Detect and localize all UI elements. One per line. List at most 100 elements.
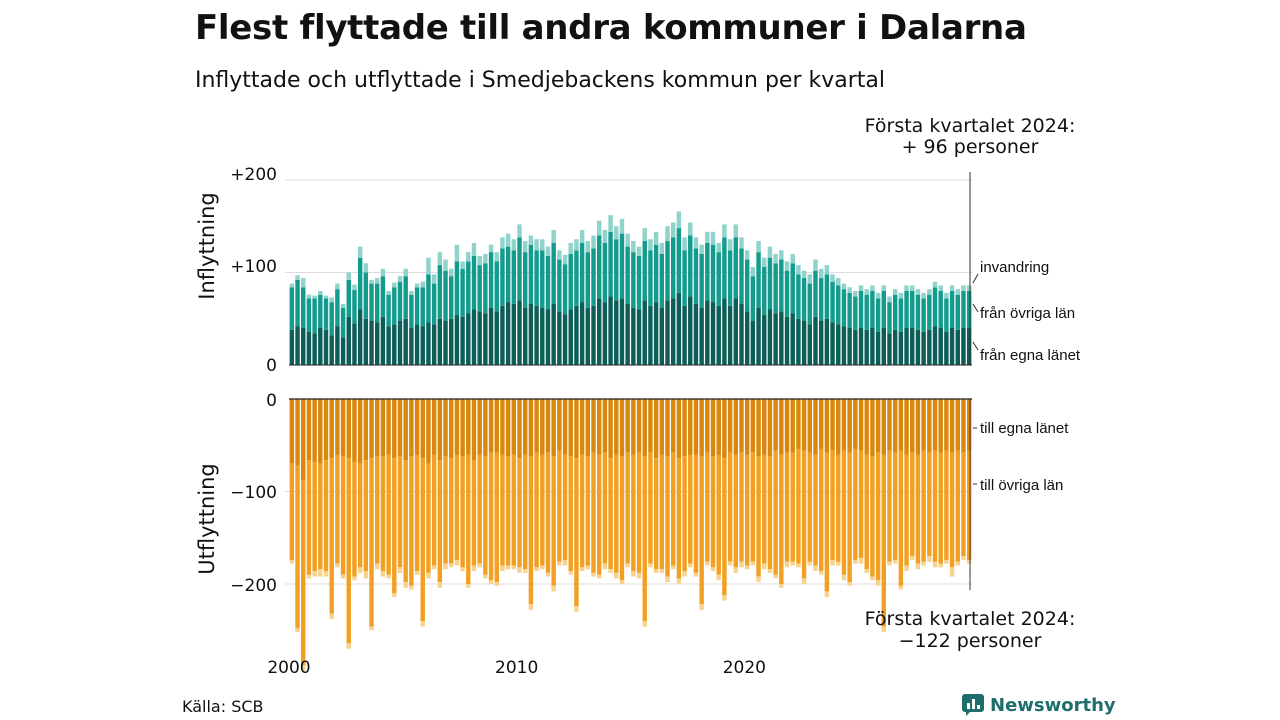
bar-out-emigration <box>847 582 852 586</box>
bar-out-own-county <box>739 399 744 453</box>
bar-in-other-counties <box>631 252 636 308</box>
bar-out-emigration <box>522 569 528 573</box>
bar-out-emigration <box>949 567 955 577</box>
bar-out-emigration <box>631 571 636 577</box>
bar-in-own-county <box>323 329 329 365</box>
bar-out-own-county <box>448 399 454 459</box>
source-note: Källa: SCB <box>182 697 264 716</box>
bar-in-own-county <box>841 326 847 365</box>
bar-out-other-counties <box>380 456 386 572</box>
bar-out-own-county <box>409 399 414 457</box>
bar-out-emigration <box>665 576 670 583</box>
bar-in-other-counties <box>904 291 909 328</box>
bar-in-own-county <box>431 324 437 365</box>
bar-in-own-county <box>779 311 784 365</box>
bar-out-other-counties <box>562 454 568 560</box>
bar-in-own-county <box>670 298 676 365</box>
bar-in-own-county <box>836 324 841 365</box>
bar-in-immigration <box>801 270 807 279</box>
bar-in-other-counties <box>494 261 499 312</box>
bar-out-other-counties <box>346 458 351 644</box>
bar-in-own-county <box>921 331 926 365</box>
y-tick-label-top: 0 <box>266 356 277 376</box>
bar-out-emigration <box>301 665 306 671</box>
bar-out-own-county <box>710 399 716 457</box>
bar-in-immigration <box>301 278 306 288</box>
bar-in-other-counties <box>301 287 306 328</box>
x-tick-label: 2000 <box>267 658 310 678</box>
bar-out-other-counties <box>807 452 813 562</box>
bar-in-immigration <box>540 239 545 251</box>
bar-out-emigration <box>528 604 534 610</box>
y-axis-title-top: Inflyttning <box>195 192 219 299</box>
bar-out-own-county <box>887 399 892 451</box>
bar-in-other-counties <box>511 250 517 304</box>
bar-out-own-county <box>494 399 499 453</box>
bar-in-own-county <box>966 328 972 365</box>
bar-in-own-county <box>739 303 744 365</box>
bar-out-other-counties <box>312 461 317 572</box>
bar-in-other-counties <box>568 254 573 310</box>
bar-out-emigration <box>756 576 761 583</box>
bar-in-immigration <box>318 291 323 295</box>
bar-out-own-county <box>801 399 807 451</box>
bar-in-other-counties <box>699 254 704 308</box>
bar-in-immigration <box>676 211 682 229</box>
bar-in-immigration <box>773 254 778 264</box>
bar-in-other-counties <box>858 291 864 328</box>
bar-out-own-county <box>727 399 733 453</box>
bar-out-emigration <box>619 580 625 584</box>
bar-in-own-county <box>949 328 955 365</box>
bar-out-other-counties <box>699 456 704 605</box>
y-tick-label-bottom: −200 <box>230 576 277 596</box>
newsworthy-logo[interactable]: Newsworthy <box>962 694 1116 716</box>
bar-in-own-county <box>784 316 790 365</box>
bar-in-own-county <box>579 302 585 365</box>
bar-out-own-county <box>534 399 539 453</box>
bar-in-immigration <box>847 287 852 293</box>
bar-out-emigration <box>363 571 369 579</box>
bar-in-immigration <box>853 291 858 297</box>
bar-out-own-county <box>466 399 471 455</box>
bar-in-immigration <box>767 246 773 258</box>
bar-out-own-county <box>596 399 602 455</box>
bar-in-immigration <box>614 226 619 240</box>
bar-in-other-counties <box>722 237 727 299</box>
bar-in-own-county <box>705 300 710 365</box>
bar-in-own-county <box>443 320 448 365</box>
bar-out-emigration <box>961 556 966 560</box>
bar-out-own-county <box>966 399 972 451</box>
bar-in-own-county <box>585 307 591 365</box>
bar-out-emigration <box>511 565 517 570</box>
bar-out-own-county <box>500 399 505 455</box>
bar-out-own-county <box>357 399 363 464</box>
bar-out-emigration <box>688 563 693 568</box>
bar-in-immigration <box>955 289 960 295</box>
bar-out-own-county <box>790 399 795 453</box>
bar-in-other-counties <box>881 291 886 328</box>
bar-out-emigration <box>636 572 642 579</box>
bar-in-own-county <box>545 309 551 365</box>
bar-out-own-county <box>670 399 676 453</box>
bar-out-other-counties <box>847 452 852 583</box>
bar-out-emigration <box>448 563 454 568</box>
bar-in-own-county <box>727 305 733 365</box>
bar-out-other-counties <box>511 454 517 566</box>
bar-in-immigration <box>858 285 864 291</box>
bar-in-other-counties <box>505 246 511 303</box>
bar-in-other-counties <box>767 257 773 310</box>
bar-in-immigration <box>727 239 733 251</box>
bar-out-own-county <box>346 399 351 459</box>
bar-in-other-counties <box>927 294 932 330</box>
bar-out-other-counties <box>892 452 898 560</box>
bar-out-other-counties <box>540 454 545 566</box>
bar-out-emigration <box>875 580 881 586</box>
bar-in-other-counties <box>955 294 960 330</box>
bar-out-other-counties <box>289 463 295 560</box>
bar-out-emigration <box>682 571 687 577</box>
bar-out-emigration <box>346 643 351 649</box>
bar-in-other-counties <box>824 274 830 319</box>
bar-out-own-county <box>318 399 323 464</box>
bar-out-emigration <box>295 628 300 633</box>
bar-in-other-counties <box>369 283 374 321</box>
